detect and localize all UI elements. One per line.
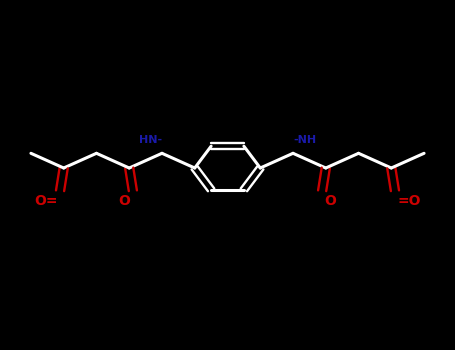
- Text: O=: O=: [34, 194, 58, 208]
- Text: HN-: HN-: [139, 134, 162, 145]
- Text: =O: =O: [397, 194, 421, 208]
- Text: O: O: [324, 194, 336, 208]
- Text: O: O: [119, 194, 131, 208]
- Text: -NH: -NH: [293, 134, 316, 145]
